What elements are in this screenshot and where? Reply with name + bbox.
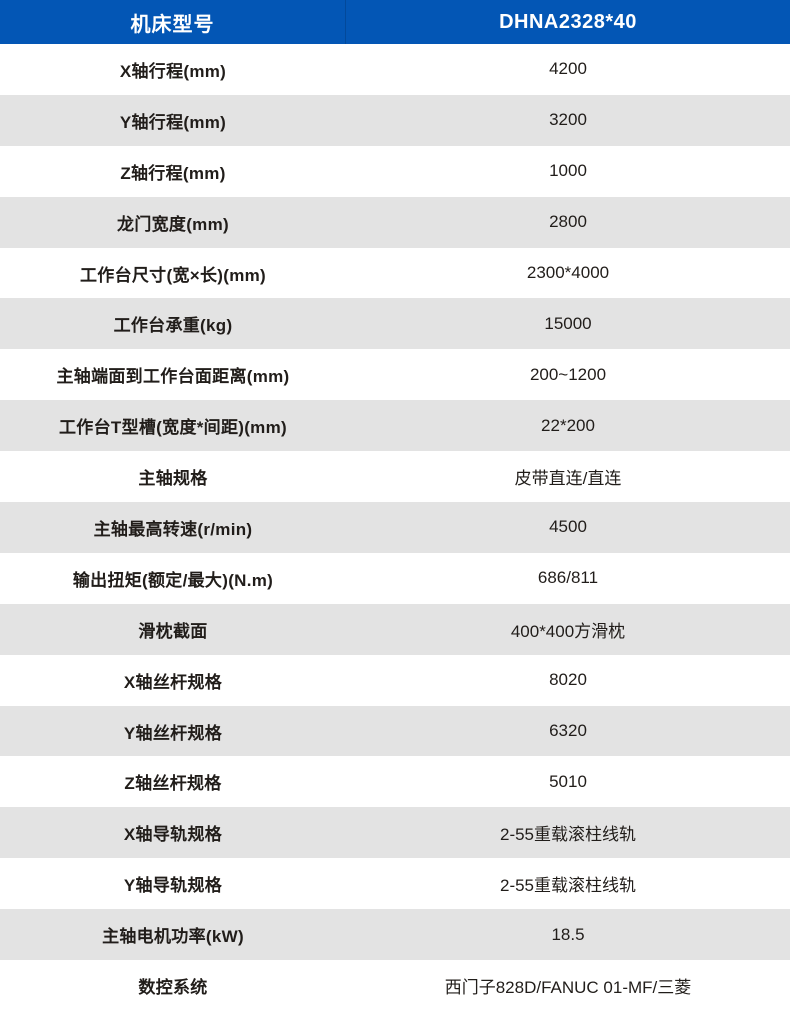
table-row: 工作台承重(kg) 15000 (0, 298, 790, 350)
spec-label: Z轴丝杆规格 (124, 774, 222, 794)
spec-value: 2800 (549, 212, 587, 232)
table-body: X轴行程(mm) 4200 Y轴行程(mm) 3200 Z轴行程(mm) 1000 龙… (0, 44, 790, 1011)
table-row: 龙门宽度(mm) 2800 (0, 196, 790, 248)
table-row: 主轴端面到工作台面距离(mm) 200~1200 (0, 349, 790, 401)
spec-value: 6320 (549, 721, 587, 741)
spec-value: 4200 (549, 59, 587, 79)
spec-label: X轴丝杆规格 (123, 672, 223, 692)
spec-label: 主轴最高转速(r/min) (93, 519, 253, 539)
spec-label: 工作台承重(kg) (113, 316, 233, 336)
table-row: Y轴丝杆规格 6320 (0, 705, 790, 757)
table-row: 主轴最高转速(r/min) 4500 (0, 502, 790, 553)
spec-label: 主轴端面到工作台面距离(mm) (56, 367, 290, 387)
table-row: X轴行程(mm) 4200 (0, 44, 790, 95)
spec-value: 4500 (549, 517, 587, 537)
table-row: 主轴规格 皮带直连/直连 (0, 451, 790, 503)
table-row: Z轴行程(mm) 1000 (0, 145, 790, 197)
spec-label: Y轴行程(mm) (119, 112, 227, 132)
spec-value: 2300*4000 (526, 263, 610, 282)
spec-value: 1000 (549, 161, 587, 181)
table-row: X轴导轨规格 2-55重载滚柱线轨 (0, 807, 790, 859)
spec-label: X轴导轨规格 (123, 825, 223, 845)
table-row: Y轴导轨规格 2-55重载滚柱线轨 (0, 858, 790, 910)
table-row: 工作台尺寸(宽×长)(mm) 2300*4000 (0, 247, 790, 299)
spec-label: 主轴电机功率(kW) (102, 927, 244, 947)
spec-value: 2-55重载滚柱线轨 (499, 825, 637, 845)
table-row: 工作台T型槽(宽度*间距)(mm) 22*200 (0, 400, 790, 452)
spec-value: 5010 (549, 771, 587, 791)
spec-label: Y轴导轨规格 (123, 876, 223, 896)
spec-label: 滑枕截面 (138, 621, 208, 641)
spec-label: 工作台T型槽(宽度*间距)(mm) (59, 418, 287, 438)
table-row: 滑枕截面 400*400方滑枕 (0, 603, 790, 655)
table-row: 输出扭矩(额定/最大)(N.m) 686/811 (0, 552, 790, 604)
spec-value: 2-55重载滚柱线轨 (499, 876, 637, 896)
spec-label: 工作台尺寸(宽×长)(mm) (79, 265, 266, 285)
spec-label: 输出扭矩(额定/最大)(N.m) (72, 570, 274, 590)
spec-value: 18.5 (551, 924, 585, 944)
table-row: Z轴丝杆规格 5010 (0, 756, 790, 808)
header-model-label: 机床型号 (0, 0, 346, 44)
table-row: Y轴行程(mm) 3200 (0, 94, 790, 146)
spec-value: 400*400方滑枕 (510, 621, 626, 641)
spec-label: 数控系统 (138, 977, 208, 997)
spec-value: 8020 (549, 670, 587, 690)
spec-value: 22*200 (541, 415, 595, 435)
spec-label: Z轴行程(mm) (120, 163, 226, 183)
table-row: X轴丝杆规格 8020 (0, 654, 790, 706)
spec-label: Y轴丝杆规格 (123, 723, 223, 743)
spec-label: 龙门宽度(mm) (117, 214, 229, 234)
spec-label: X轴行程(mm) (119, 61, 227, 81)
spec-value: 200~1200 (529, 364, 607, 384)
spec-value: 皮带直连/直连 (514, 469, 622, 489)
spec-value: 686/811 (537, 568, 599, 588)
table-row: 数控系统 西门子828D/FANUC 01-MF/三菱 (0, 960, 790, 1011)
table-header-row: 机床型号 DHNA2328*40 (0, 0, 790, 44)
header-model-value: DHNA2328*40 (499, 10, 637, 33)
spec-label: 主轴规格 (138, 469, 208, 489)
spec-value: 西门子828D/FANUC 01-MF/三菱 (444, 977, 692, 997)
spec-value: 15000 (544, 313, 592, 333)
spec-value: 3200 (549, 110, 587, 130)
table-row: 主轴电机功率(kW) 18.5 (0, 909, 790, 961)
